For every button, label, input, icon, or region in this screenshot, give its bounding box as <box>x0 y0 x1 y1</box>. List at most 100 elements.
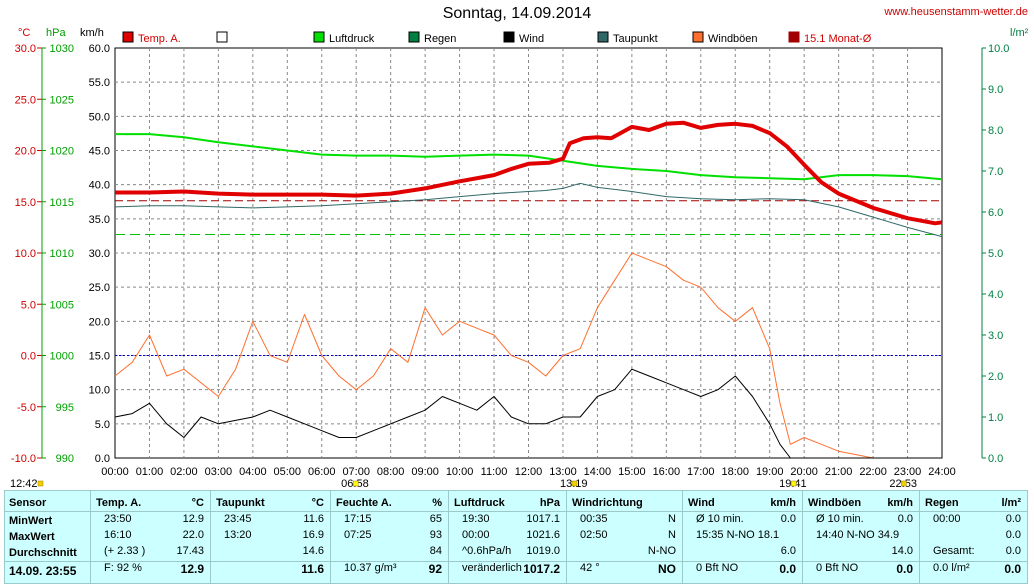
cell-value: 12.9 <box>182 513 204 525</box>
cell-value: 11.6 <box>301 562 324 576</box>
rain-unit: l/m² <box>1010 27 1029 39</box>
column-header: Windrichtung <box>572 497 643 509</box>
temp-unit: °C <box>18 27 30 39</box>
series-windböen <box>114 252 942 459</box>
legend-label: Regen <box>424 33 456 45</box>
series-luftdruck <box>115 133 943 181</box>
table-column: Windböen km/h Ø 10 min. 0.0 14:40 N-NO 34.9 1… <box>802 491 920 583</box>
time-marker <box>571 480 578 487</box>
cell-value: 1021.6 <box>526 529 560 541</box>
temp-tick-label: -5.0 <box>17 402 36 414</box>
temp-tick-label: -10.0 <box>11 453 36 465</box>
column-header: Windböen <box>808 497 862 509</box>
cell-value: 84 <box>429 545 442 557</box>
wind-unit: km/h <box>80 27 104 39</box>
legend-swatch <box>216 31 228 43</box>
data-table: Sensor MinWert MaxWert Durchschnitt 14.0… <box>4 490 1028 584</box>
cell-value: 0.0 <box>1005 529 1021 541</box>
row-label: MaxWert <box>9 531 55 543</box>
column-unit: °C <box>311 497 324 509</box>
x-tick-label: 07:00 <box>342 466 370 478</box>
row-separator <box>5 561 1027 562</box>
cell-value: 14.0 <box>891 545 913 557</box>
series-temp-a- <box>115 120 943 226</box>
table-column: Taupunkt °C 23:45 11.6 13:20 16.9 14.6 11.6 <box>210 491 331 583</box>
x-tick-label: 21:00 <box>825 466 853 478</box>
wind-tick-label: 30.0 <box>89 248 110 260</box>
x-tick-label: 01:00 <box>136 466 164 478</box>
time-marker <box>352 480 359 487</box>
column-unit: km/h <box>770 497 796 509</box>
x-tick-label: 17:00 <box>687 466 715 478</box>
cell-value: 65 <box>429 513 442 525</box>
legend-swatch <box>408 31 420 43</box>
wind-tick-label: 40.0 <box>89 180 110 192</box>
column-header: Regen <box>925 497 959 509</box>
cell-value: 0.0 <box>1005 545 1021 557</box>
pressure-tick-label: 1010 <box>50 248 74 260</box>
site-url[interactable]: www.heusenstamm-wetter.de <box>884 6 1028 18</box>
cell-value: 0.0 <box>1005 513 1021 525</box>
temp-tick-label: 15.0 <box>15 197 36 209</box>
x-tick-label: 15:00 <box>618 466 646 478</box>
wind-tick-label: 55.0 <box>89 77 110 89</box>
temp-tick-label: 30.0 <box>15 43 36 55</box>
pressure-tick-label: 1025 <box>50 94 74 106</box>
x-tick-label: 13:00 <box>549 466 577 478</box>
legend-swatch <box>788 31 800 43</box>
temp-tick-label: 5.0 <box>21 299 36 311</box>
cell-value: 0.0 <box>896 562 913 576</box>
x-tick-label: 23:00 <box>894 466 922 478</box>
rain-tick-label: 7.0 <box>988 166 1003 178</box>
cell-label: 00:35 <box>580 513 608 525</box>
cell-label: 07:25 <box>344 529 372 541</box>
wind-tick-label: 0.0 <box>95 453 110 465</box>
column-unit: % <box>432 497 442 509</box>
cell-value: 6.0 <box>780 545 796 557</box>
x-tick-label: 24:00 <box>928 466 956 478</box>
wind-tick-label: 50.0 <box>89 111 110 123</box>
cell-value: 1019.0 <box>526 545 560 557</box>
pressure-tick-label: 1015 <box>50 197 74 209</box>
row-label: MinWert <box>9 515 53 527</box>
cell-label: 00:00 <box>462 529 490 541</box>
x-tick-label: 03:00 <box>205 466 233 478</box>
legend-label: 15.1 Monat-Ø <box>804 33 872 45</box>
column-header: Wind <box>688 497 715 509</box>
legend-swatch <box>313 31 325 43</box>
cell-label: 10.37 g/m³ <box>344 562 397 574</box>
rain-tick-label: 0.0 <box>988 453 1003 465</box>
temp-tick-label: 0.0 <box>21 351 36 363</box>
cell-value: N <box>668 513 676 525</box>
series-taupunkt <box>114 182 943 238</box>
x-tick-label: 11:00 <box>481 466 508 478</box>
column-header: Taupunkt <box>216 497 265 509</box>
cell-value: 0.0 <box>779 562 796 576</box>
row-separator <box>5 511 1027 512</box>
cell-value: 11.6 <box>303 513 324 525</box>
legend-label: Taupunkt <box>613 33 658 45</box>
table-column: Wind km/h Ø 10 min. 0.0 15:35 N-NO 18.1 6.0 0 … <box>682 491 803 583</box>
column-unit: l/m² <box>1001 497 1021 509</box>
legend-label: Luftdruck <box>329 33 375 45</box>
cell-label: Ø 10 min. <box>816 513 864 525</box>
cell-value: 0.0 <box>1004 562 1021 576</box>
temp-tick-label: 10.0 <box>15 248 36 260</box>
wind-tick-label: 15.0 <box>89 351 110 363</box>
row-label: Sensor <box>9 497 47 509</box>
rain-tick-label: 8.0 <box>988 125 1003 137</box>
cell-label: 42 ° <box>580 562 600 574</box>
cell-value: N <box>668 529 676 541</box>
weather-chart: 30.0 25.0 20.0 15.0 10.0 5.0 0.0 -5.0 -10.0 1030 1… <box>10 27 1029 490</box>
cell-label: 02:50 <box>580 529 608 541</box>
x-tick-label: 06:00 <box>308 466 336 478</box>
cell-value: 14.6 <box>302 545 324 557</box>
legend-label: Windböen <box>708 33 758 45</box>
cell-label: ^0.6hPa/h <box>462 545 512 557</box>
cell-value: 1017.2 <box>523 562 560 576</box>
cell-label: 23:45 <box>224 513 252 525</box>
table-column: Temp. A. °C 23:50 12.9 16:10 22.0 (+ 2.33 ) 17.… <box>90 491 211 583</box>
table-column: Windrichtung 00:35 N 02:50 N N-NO 42 ° NO <box>566 491 683 583</box>
rain-tick-label: 9.0 <box>988 84 1003 96</box>
x-tick-label: 22:00 <box>859 466 887 478</box>
